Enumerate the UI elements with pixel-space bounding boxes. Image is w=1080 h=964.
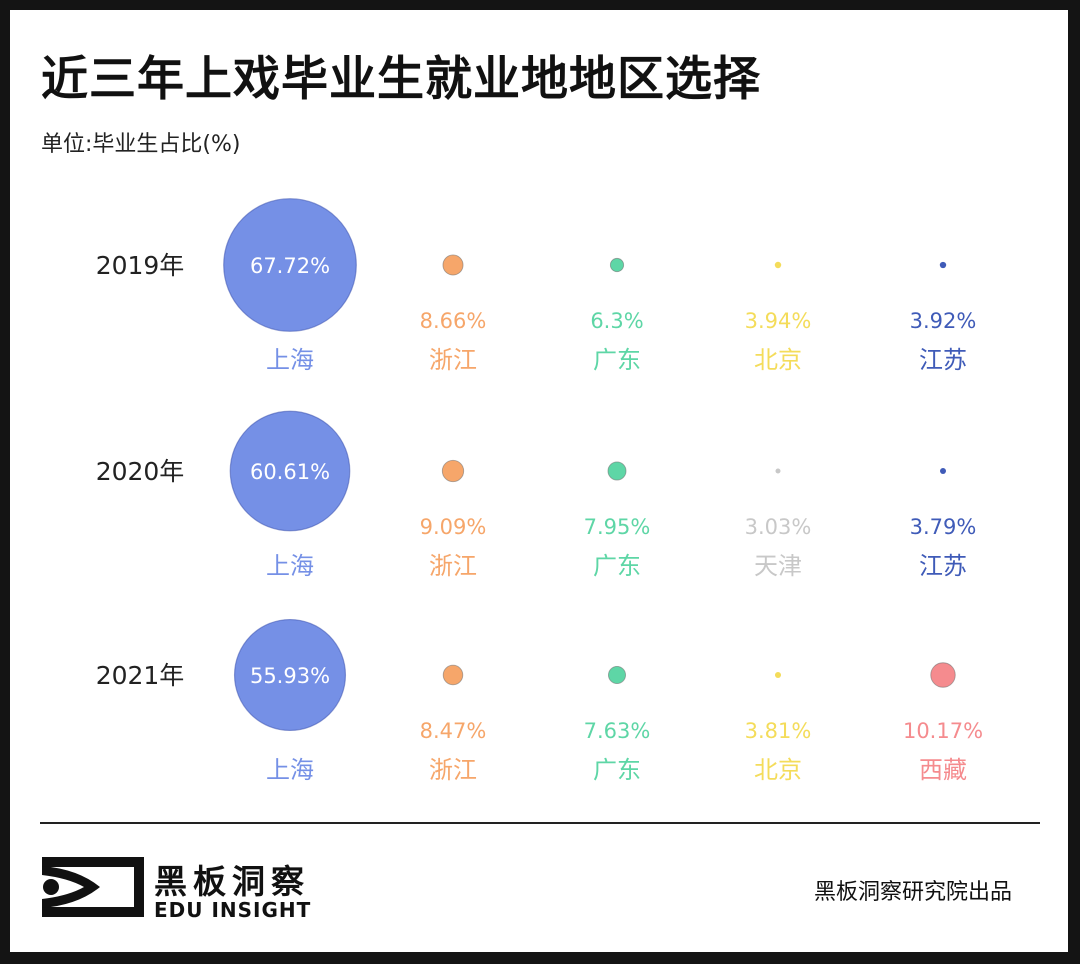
value-label: 8.66% [420,309,487,333]
region-label: 北京 [754,756,802,784]
value-label: 6.3% [590,309,643,333]
bubble-天津 [775,468,781,474]
value-label: 3.79% [910,515,977,539]
region-label: 浙江 [429,756,477,784]
logo-text-en: EDU INSIGHT [154,898,312,922]
region-label: 浙江 [429,346,477,374]
value-label: 7.63% [584,719,651,743]
region-label: 江苏 [919,346,967,374]
year-label: 2021年 [96,661,185,690]
bubble-上海 [229,410,351,532]
bubble-浙江 [441,459,465,483]
region-label: 天津 [754,552,802,580]
region-label: 上海 [266,552,314,580]
bubble-西藏 [930,662,956,688]
value-label: 3.03% [745,515,812,539]
value-label: 55.93% [250,664,330,688]
year-label: 2019年 [96,251,185,280]
region-label: 广东 [593,756,641,784]
region-label: 西藏 [919,756,967,784]
region-label: 广东 [593,552,641,580]
unit-label: 单位:毕业生占比(%) [41,132,241,157]
bubble-上海 [223,198,357,332]
bubble-广东 [607,461,627,481]
region-label: 北京 [754,346,802,374]
value-label: 7.95% [584,515,651,539]
value-label: 60.61% [250,460,330,484]
eye-logo-icon [42,857,144,917]
value-label: 3.81% [745,719,812,743]
bubble-广东 [607,665,627,685]
region-label: 上海 [266,756,314,784]
bubble-江苏 [940,468,946,474]
bubble-江苏 [939,261,947,269]
region-label: 江苏 [919,552,967,580]
value-label: 3.92% [910,309,977,333]
region-label: 上海 [266,346,314,374]
bubble-浙江 [442,664,464,686]
credit-text: 黑板洞察研究院出品 [814,880,1013,905]
footer-divider [40,822,1040,824]
infographic-card: 近三年上戏毕业生就业地地区选择 单位:毕业生占比(%) 黑板洞察 EDU INS… [10,10,1068,952]
region-label: 广东 [593,346,641,374]
bubble-浙江 [442,254,464,276]
value-label: 8.47% [420,719,487,743]
logo-text-cn: 黑板洞察 [154,862,310,901]
value-label: 67.72% [250,254,330,278]
value-label: 10.17% [903,719,983,743]
value-label: 9.09% [420,515,487,539]
chart-title: 近三年上戏毕业生就业地地区选择 [41,52,761,107]
year-label: 2020年 [96,457,185,486]
region-label: 浙江 [429,552,477,580]
bubble-北京 [774,261,782,269]
bubble-北京 [774,671,782,679]
value-label: 3.94% [745,309,812,333]
bubble-广东 [609,257,625,273]
bubble-上海 [233,618,347,732]
